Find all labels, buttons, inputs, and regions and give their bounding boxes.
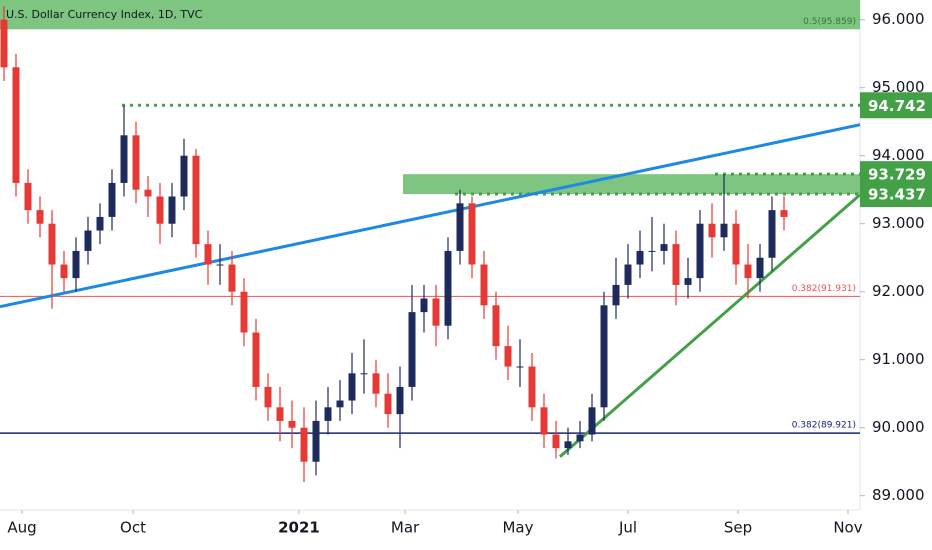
candle-body — [780, 210, 788, 217]
candle-body — [624, 264, 632, 285]
candle-body — [504, 346, 512, 367]
candle-body — [492, 305, 500, 347]
candle-body — [600, 305, 608, 408]
candle-body — [360, 373, 368, 375]
candle-body — [420, 298, 428, 313]
x-tick-label: Sep — [724, 519, 752, 537]
level-label: 0.382(91.931) — [792, 284, 856, 294]
candle-body — [228, 264, 236, 292]
zone — [402, 174, 860, 195]
candle-body — [168, 196, 176, 224]
x-tick-label: 2021 — [278, 519, 320, 537]
candle-body — [660, 244, 668, 251]
candle-body — [672, 244, 680, 285]
candle-body — [132, 135, 140, 190]
chart-title: U.S. Dollar Currency Index, 1D, TVC — [6, 8, 203, 21]
candle-body — [156, 196, 164, 224]
candle-body — [408, 312, 416, 387]
zone — [0, 0, 860, 30]
price-label-box — [860, 181, 932, 208]
candle-body — [60, 264, 68, 279]
x-tick-label: Mar — [391, 519, 420, 537]
candle-body — [84, 230, 92, 251]
candle-body — [24, 182, 32, 211]
candle-body — [708, 223, 716, 238]
candle-body — [540, 407, 548, 435]
candle-body — [240, 291, 248, 333]
y-tick-label: 89.000 — [872, 486, 925, 504]
price-label: 93.729 — [868, 166, 926, 184]
candle-body — [744, 264, 752, 279]
candle-body — [528, 366, 536, 408]
x-tick-label: Jul — [618, 519, 637, 537]
candle-body — [576, 434, 584, 442]
candle-body — [144, 189, 152, 197]
candle-body — [480, 264, 488, 306]
trendline — [558, 193, 861, 458]
zone-label: 0.5(95.859) — [803, 17, 856, 27]
candle-body — [384, 393, 392, 415]
candle-body — [636, 250, 644, 265]
candle-body — [516, 366, 524, 368]
candle-body — [336, 400, 344, 408]
price-label: 94.742 — [868, 97, 926, 115]
candle-body — [444, 250, 452, 326]
candle-body — [180, 155, 188, 197]
candle-body — [732, 223, 740, 265]
candle-body — [216, 264, 224, 266]
candle-body — [120, 135, 128, 183]
candle-body — [204, 244, 212, 265]
x-tick-label: May — [502, 519, 533, 537]
y-tick-label: 90.000 — [872, 418, 925, 436]
candle-body — [12, 67, 20, 183]
trendline — [0, 123, 861, 309]
y-tick-label: 93.000 — [872, 214, 925, 232]
candle-body — [564, 441, 572, 449]
candle-body — [288, 420, 296, 428]
y-tick-label: 92.000 — [872, 282, 925, 300]
candle-body — [348, 373, 356, 401]
candle-body — [264, 386, 272, 408]
candle-body — [0, 19, 8, 68]
candle-body — [72, 250, 80, 279]
candle-body — [324, 407, 332, 421]
y-tick-label: 95.000 — [872, 78, 925, 96]
y-tick-label: 94.000 — [872, 146, 925, 164]
y-tick-label: 96.000 — [872, 10, 925, 28]
x-tick-label: Nov — [833, 519, 862, 537]
candle-body — [588, 407, 596, 435]
candle-body — [36, 210, 44, 224]
candle-body — [612, 284, 620, 306]
candle-body — [456, 203, 464, 251]
candle-body — [192, 155, 200, 245]
candle-body — [252, 332, 260, 387]
candle-body — [48, 223, 56, 265]
candle-body — [96, 216, 104, 231]
candle-body — [108, 182, 116, 217]
candle-body — [756, 257, 764, 279]
candle-body — [300, 427, 308, 462]
candle-body — [276, 407, 284, 421]
candle-body — [312, 420, 320, 462]
candle-body — [552, 434, 560, 449]
candle-body — [684, 278, 692, 285]
candle-body — [720, 223, 728, 238]
candle-body — [396, 386, 404, 415]
y-tick-label: 91.000 — [872, 350, 925, 368]
level-label: 0.382(89.921) — [792, 421, 856, 431]
candle-body — [768, 210, 776, 258]
price-label: 93.437 — [868, 186, 926, 204]
candle-body — [696, 223, 704, 279]
price-label-box — [860, 92, 932, 119]
plot: 0.5(95.859) 0.382(91.931) 0.382(89.921) — [0, 0, 861, 483]
x-tick-label: Oct — [120, 519, 146, 537]
candle-body — [372, 373, 380, 394]
x-tick-label: Aug — [7, 519, 36, 537]
candle-body — [432, 298, 440, 326]
candle-body — [468, 203, 476, 265]
candle-body — [648, 250, 656, 252]
